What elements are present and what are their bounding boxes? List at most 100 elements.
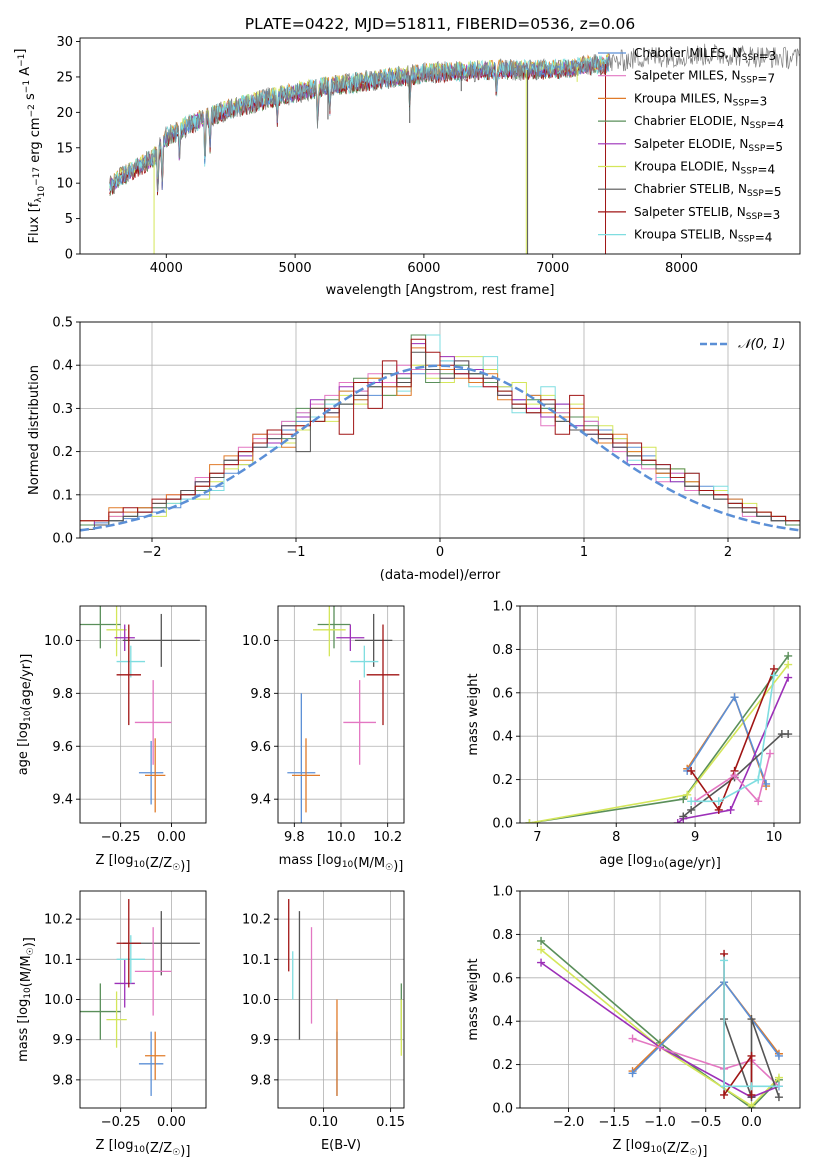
residuals-ylabel: Normed distribution [27, 365, 42, 495]
age_vs_z-grid [80, 606, 206, 823]
spectrum-legend-label-part: Kroupa STELIB, N [634, 228, 738, 242]
spectrum-legend-label-part: Chabrier STELIB, N [634, 182, 747, 196]
weight_vs_age-point-marker [679, 812, 688, 821]
spectrum-legend-label-part: SSP [742, 53, 759, 63]
age_vs_mass: 9.8 10.0 10.2 9.4 9.6 9.8 10.0 mass [log10(M/M☉… [242, 605, 405, 874]
weight_vs_z-ytick-label: 0.8 [492, 928, 513, 943]
age_vs_mass-xlabel-part: (M/M [353, 856, 385, 871]
spectrum-ytick-label: 25 [56, 70, 73, 85]
mass_vs_ebv-ytick-label: 9.8 [250, 1073, 271, 1088]
weight_vs_age-grid [520, 605, 800, 824]
spectrum-ytick-label: 30 [56, 35, 73, 50]
spectrum-ytick-label: 15 [56, 141, 73, 156]
residuals-ytick-label: 0.3 [52, 402, 73, 417]
weight_vs_z-point-marker [774, 1093, 783, 1102]
weight_vs_z-xlabel-part: Z [log [613, 1138, 651, 1153]
mass_vs_z-xlabel-part: ☉ [172, 1148, 180, 1158]
figure-title: PLATE=0422, MJD=51811, FIBERID=0536, z=0… [245, 15, 635, 33]
weight_vs_age-point-marker [784, 651, 793, 660]
weight_vs_age-xlabel-part: age [log [599, 853, 652, 868]
weight_vs_z-point-marker [628, 1034, 637, 1043]
weight_vs_age-ytick-label: 0.4 [492, 730, 513, 745]
age_vs_z: −0.25 0.009.49.69.810.0Z [log10(Z/Z☉)]age… [16, 605, 207, 874]
mass_vs_z-ytick-label: 9.8 [52, 1073, 73, 1088]
age_vs_z-ytick-label: 9.8 [52, 687, 73, 702]
spectrum-model-line [109, 53, 610, 191]
age_vs_mass-ytick-label: 10.0 [242, 634, 271, 649]
weight_vs_age-ytick-label: 0.6 [492, 686, 513, 701]
weight_vs_age-point-marker [784, 660, 793, 669]
spectrum-xtick-label: 6000 [407, 261, 440, 276]
weight_vs_z-series-line [723, 953, 753, 1098]
spectrum-ylabel-part: A [18, 67, 33, 80]
spectrum-legend-label-part: =7 [757, 72, 775, 86]
weight_vs_z-point-marker [747, 1082, 756, 1091]
weight_vs_age-point-marker [726, 805, 735, 814]
weight_vs_age-point-marker [525, 819, 534, 823]
age_vs_z-xtick-label: 0.00 [157, 830, 186, 845]
weight_vs_z-ytick-label: 0.2 [492, 1058, 513, 1073]
weight_vs_age-point-marker [679, 795, 688, 804]
weight_vs_age-point-marker [762, 779, 771, 788]
spectrum-legend-label-part: =3 [750, 94, 768, 108]
weight_vs_z-ytick-label: 0.4 [492, 1015, 513, 1030]
spectrum-legend-label-part: Kroupa ELODIE, N [634, 160, 741, 174]
age_vs_z-ylabel-part: age [log [16, 722, 31, 775]
mass_vs_z-xlabel-part: 10 [133, 1145, 145, 1155]
spectrum-legend-label-part: SSP [741, 167, 758, 177]
mass_vs_ebv: 0.10 0.15 9.8 9.9 10.0 10.1 10.2 E(B-V) [242, 890, 405, 1153]
mass_vs_z-xlabel-part: )] [180, 1144, 190, 1159]
weight_vs_age-point-marker [687, 805, 696, 814]
residuals-plot-area [80, 334, 800, 538]
weight_vs_z-xlabel-part: (Z/Z [662, 1141, 689, 1156]
spectrum-legend-label-part: Kroupa MILES, N [634, 91, 733, 105]
spectrum-ytick-label: 0 [65, 248, 73, 263]
residuals-legend-label: 𝒩(0, 1) [738, 337, 785, 352]
age_vs_mass-ytick-label: 9.4 [250, 793, 271, 808]
spectrum-legend-label-part: SSP [747, 189, 764, 199]
weight_vs_z-xtick-label: −0.5 [690, 1115, 722, 1130]
weight_vs_age-point-marker [730, 693, 739, 702]
spectrum-plot-area [109, 43, 800, 254]
weight_vs_age-frame [519, 605, 801, 824]
weight_vs_age-point-marker [769, 671, 778, 680]
spectrum-legend-label: Kroupa MILES, NSSP=3 [634, 91, 767, 108]
weight_vs_z-xtick-label: 0.0 [741, 1115, 762, 1130]
weight_vs_z-xtick-label: −2.0 [553, 1115, 585, 1130]
spectrum-ylabel-part: λ [34, 197, 44, 203]
mass_vs_ebv-xtick-label: 0.10 [309, 1115, 338, 1130]
spectrum-legend-label-part: SSP [748, 144, 765, 154]
age_vs_mass-xlabel: mass [log10(M/M☉)] [279, 853, 404, 874]
residuals-xtick-label: −2 [142, 545, 161, 560]
residuals-ytick-label: 0.2 [52, 445, 73, 460]
residuals-xlabel: (data-model)/error [380, 568, 501, 583]
mass_vs_z-ylabel-part: mass [log [16, 999, 31, 1062]
residuals-ytick-label: 0.1 [52, 488, 73, 503]
age_vs_mass-xtick-label: 9.8 [284, 830, 305, 845]
age_vs_z-plot-area [80, 606, 200, 813]
spectrum-legend-label-part: =3 [759, 49, 777, 63]
weight_vs_z-point-marker [774, 1082, 783, 1091]
weight_vs_age-ytick-label: 0.0 [492, 817, 513, 832]
spectrum-legend-label-part: SSP [750, 121, 767, 131]
weight_vs_age-series-line [694, 753, 771, 803]
spectrum-ytick-label: 20 [56, 106, 73, 121]
age_vs_mass-ytick-label: 9.8 [250, 687, 271, 702]
mass_vs_ebv-grid [278, 891, 404, 1108]
spectrum-legend-label-part: Chabrier MILES, N [634, 46, 742, 60]
weight_vs_age-point-marker [784, 730, 793, 739]
spectrum-legend-label: Chabrier STELIB, NSSP=5 [634, 182, 782, 199]
age_vs_mass-xlabel-part: )] [393, 859, 403, 874]
weight_vs_z-plot-area [537, 936, 783, 1108]
mass_vs_ebv-ytick-label: 9.9 [250, 1033, 271, 1048]
age_vs_z-xlabel-part: 10 [133, 860, 145, 870]
spectrum-frame [79, 37, 801, 255]
age_vs_mass-xtick-label: 10.0 [327, 830, 356, 845]
weight_vs_z-grid [520, 890, 800, 1109]
spectrum-legend-label-part: =5 [764, 185, 782, 199]
age_vs_mass-plot-area [287, 606, 400, 823]
mass_vs_z-ylabel: mass [log10(M/M☉)] [16, 937, 37, 1062]
weight_vs_z-point-marker [774, 1051, 783, 1060]
weight_vs_age-point-marker [687, 766, 696, 775]
age_vs_z-xlabel-part: )] [180, 859, 190, 874]
